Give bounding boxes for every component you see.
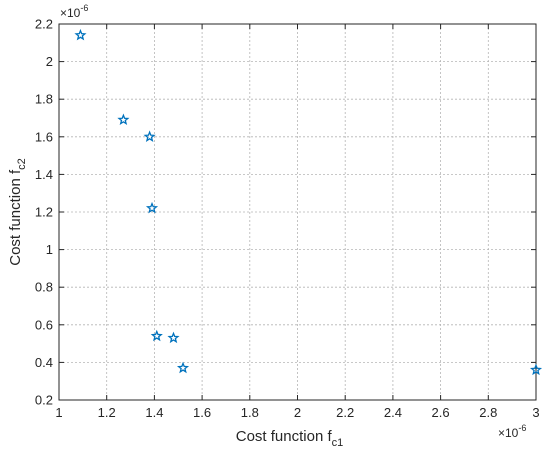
y-tick-label: 1.8 (35, 92, 53, 107)
data-point-star (145, 201, 159, 214)
y-tick-label: 1.2 (35, 205, 53, 220)
data-point-star (150, 329, 163, 342)
x-tick-label: 2.2 (336, 405, 354, 420)
y-tick-label: 2.2 (35, 17, 53, 32)
x-axis-title: Cost function fc1 (236, 428, 344, 449)
x-tick-label: 2.8 (479, 405, 497, 420)
y-tick-label: 0.6 (35, 317, 53, 332)
y-tick-label: 1.4 (35, 167, 53, 182)
data-point-star (74, 28, 87, 41)
data-points (74, 28, 543, 376)
data-point-star (176, 361, 190, 374)
data-point-star (529, 363, 543, 376)
x-tick-label: 2 (294, 405, 301, 420)
y-tick-label: 2 (46, 54, 53, 69)
grid (59, 24, 536, 400)
x-tick-label: 1 (55, 405, 62, 420)
x-tick-label: 3 (532, 405, 539, 420)
x-tick-label: 1.2 (98, 405, 116, 420)
x-tick-label: 1.4 (145, 405, 163, 420)
y-tick-label: 0.8 (35, 280, 53, 295)
y-tick-label: 1.6 (35, 129, 53, 144)
x-tick-label: 1.8 (241, 405, 259, 420)
y-axis-title: Cost function fc2 (7, 158, 28, 266)
axis-ticks (58, 23, 537, 401)
data-point-star (143, 130, 156, 142)
x-tick-labels: 1 1.2 1.4 1.6 1.8 2 2.2 2.4 2.6 2.8 3 (55, 405, 539, 420)
data-point-star (117, 113, 130, 126)
x-tick-label: 2.4 (384, 405, 402, 420)
y-tick-label: 1 (46, 242, 53, 257)
data-point-star (167, 331, 180, 344)
y-tick-label: 0.2 (35, 393, 53, 408)
x-tick-label: 2.6 (432, 405, 450, 420)
y-axis-exponent: ×10-6 (60, 3, 88, 20)
x-axis-exponent: ×10-6 (498, 423, 526, 440)
y-tick-labels: 0.2 0.4 0.6 0.8 1 1.2 1.4 1.6 1.8 2 2.2 (35, 17, 53, 408)
y-tick-label: 0.4 (35, 355, 53, 370)
x-tick-label: 1.6 (193, 405, 211, 420)
